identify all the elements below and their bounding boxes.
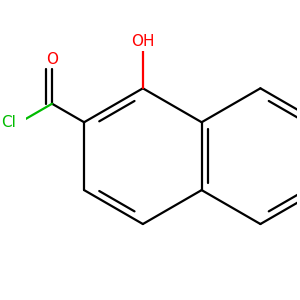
Text: O: O <box>46 52 58 67</box>
Text: Cl: Cl <box>2 115 16 130</box>
Text: OH: OH <box>131 34 154 49</box>
